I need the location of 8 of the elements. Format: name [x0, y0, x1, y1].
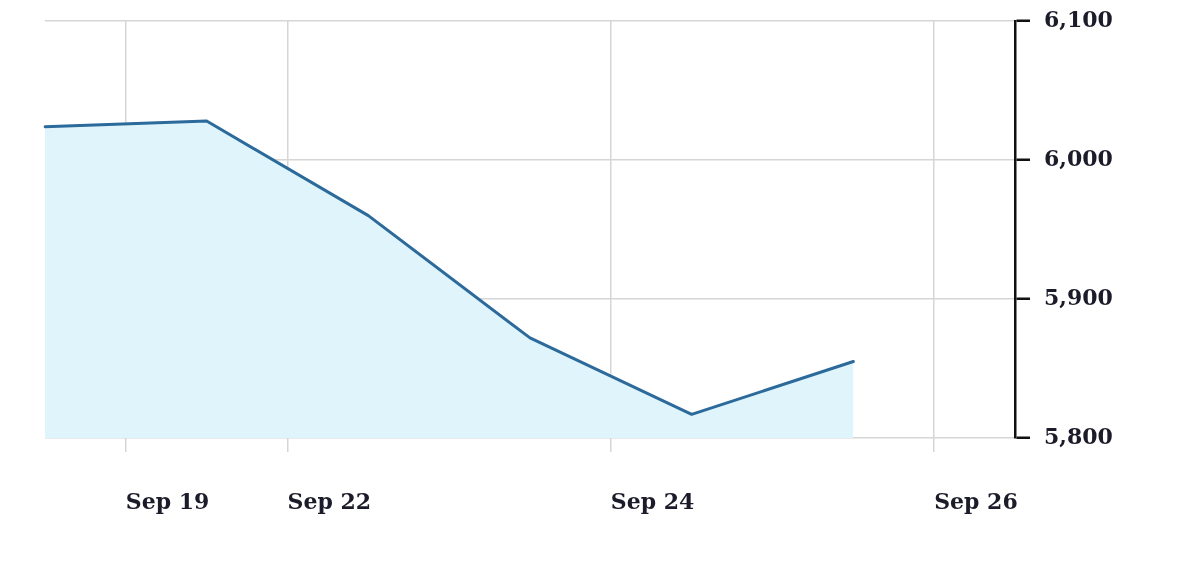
y-tick-label: 6,000 — [1044, 144, 1113, 171]
x-tick-label: Sep 26 — [934, 487, 1018, 514]
x-tick-label: Sep 24 — [610, 487, 695, 514]
y-tick-label: 5,900 — [1044, 283, 1113, 310]
y-tick-label: 6,100 — [1044, 5, 1113, 32]
x-tick-label: Sep 19 — [125, 487, 210, 514]
x-tick-label: Sep 22 — [287, 487, 372, 514]
y-tick-label: 5,800 — [1044, 422, 1113, 449]
